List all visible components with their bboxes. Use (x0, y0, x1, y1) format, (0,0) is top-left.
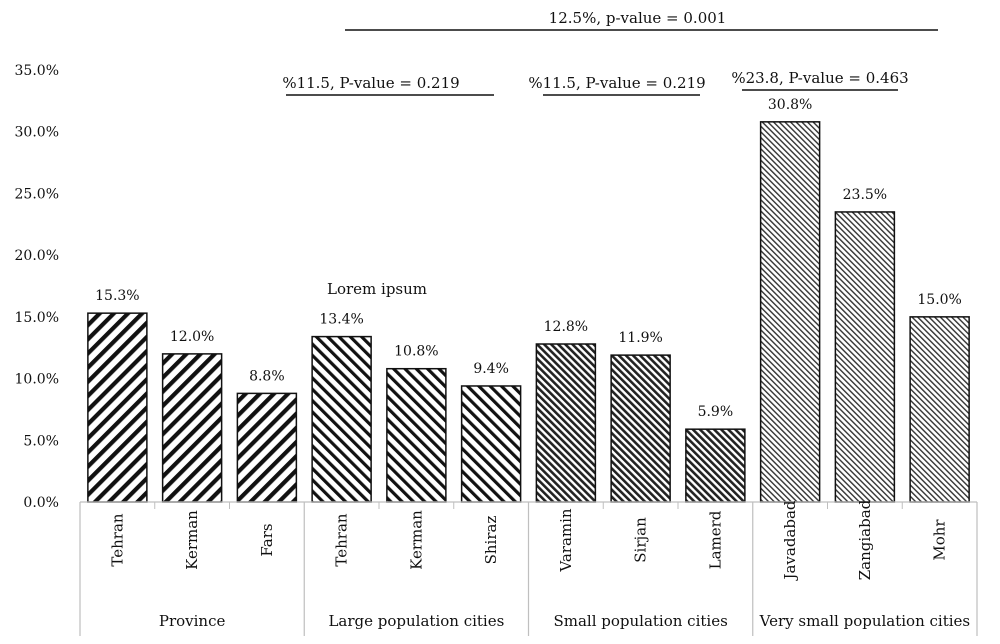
bar (161, 353, 223, 503)
y-tick-label: 0.0% (23, 495, 59, 511)
y-tick-label: 15.0% (15, 310, 59, 326)
bar (909, 316, 970, 503)
comparison-label: 12.5%, p-value = 0.001 (549, 9, 727, 27)
plot-area: 15.3% 12.0% 8.8% 13.4% 10.8% 9.4% 12.8% 11.9% 5.… (87, 97, 970, 503)
data-label: 13.4% (319, 312, 363, 328)
data-label: 5.9% (698, 404, 734, 420)
category-label: Javadabad (781, 500, 799, 581)
y-tick-label: 35.0% (15, 63, 59, 79)
bar (236, 392, 298, 503)
y-tick-label: 30.0% (15, 125, 59, 141)
data-label: 15.3% (95, 288, 139, 304)
group-comparison-label: %23.8, P-value = 0.463 (731, 69, 908, 87)
data-label: 30.8% (768, 97, 812, 113)
category-label: Lamerd (706, 510, 724, 569)
bar (610, 354, 671, 503)
data-label: 9.4% (473, 361, 509, 377)
bar (460, 385, 522, 503)
data-label: 12.8% (544, 319, 588, 335)
data-label: 11.9% (618, 330, 662, 346)
category-label: Tehran (333, 513, 351, 566)
category-label: Kerman (407, 510, 425, 570)
group-comparison-label: %11.5, P-value = 0.219 (282, 74, 459, 92)
group-label: Small population cities (553, 612, 727, 630)
group-label: Large population cities (328, 612, 504, 630)
y-tick-label: 10.0% (15, 372, 59, 388)
category-label: Tehran (108, 513, 126, 566)
bar (759, 121, 821, 503)
bar (535, 343, 597, 503)
category-axis: Tehran Kerman Fars Tehran Kerman Shiraz Varami… (79, 499, 978, 636)
category-label: Fars (258, 523, 276, 556)
group-label: Very small population cities (759, 612, 971, 630)
category-label: Sirjan (632, 517, 650, 563)
y-tick-label: 5.0% (23, 433, 59, 449)
y-tick-label: 20.0% (15, 248, 59, 264)
data-label: 10.8% (394, 344, 438, 360)
category-label: Shiraz (482, 516, 500, 565)
bar (685, 428, 746, 503)
category-label: Zangiabad (856, 499, 874, 580)
y-tick-label: 25.0% (15, 186, 59, 202)
group-label: Province (159, 612, 226, 630)
group-comparison-label: %11.5, P-value = 0.219 (528, 74, 705, 92)
data-label: 8.8% (249, 368, 285, 384)
chart-subtitle: Lorem ipsum (327, 280, 427, 298)
category-label: Kerman (183, 510, 201, 570)
bar (834, 211, 896, 503)
bar (87, 312, 148, 503)
data-label: 23.5% (843, 187, 887, 203)
data-label: 12.0% (170, 329, 214, 345)
y-axis: 0.0% 5.0% 10.0% 15.0% 20.0% 25.0% 30.0% 35.0% (15, 63, 59, 511)
bar (311, 335, 372, 503)
bar (386, 367, 447, 503)
category-label: Varamin (557, 508, 575, 573)
data-label: 15.0% (917, 292, 961, 308)
annotations: 12.5%, p-value = 0.001 %11.5, P-value = 0… (282, 9, 938, 298)
category-label: Mohr (931, 519, 949, 561)
